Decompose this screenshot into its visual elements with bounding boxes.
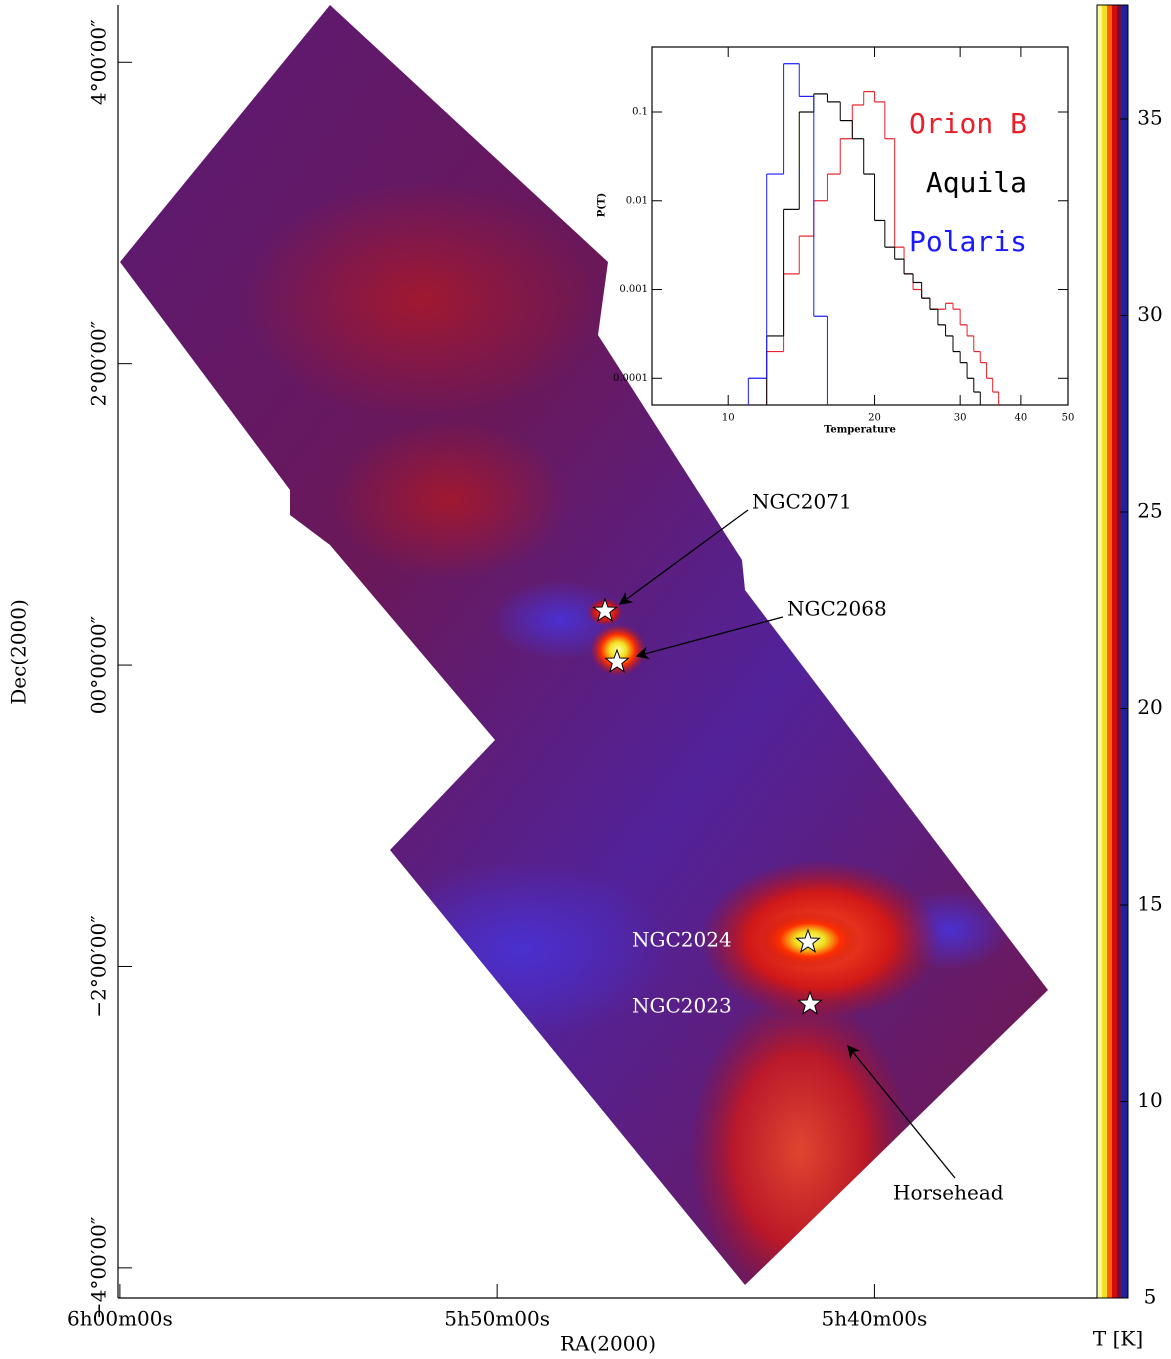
legend-entry: Orion B xyxy=(909,107,1027,140)
y-axis-title: Dec(2000) xyxy=(7,599,31,705)
y-tick-label: −2°00′00″ xyxy=(87,915,111,1017)
y-tick-label: 4°00′00″ xyxy=(87,19,111,105)
y-tick-label: 0.001 xyxy=(619,284,648,295)
x-tick-label: 5h50m00s xyxy=(444,1307,550,1331)
annotation: NGC2023 xyxy=(632,994,732,1018)
x-tick-label: 50 xyxy=(1062,413,1075,424)
colorbar-tick-label: 30 xyxy=(1137,302,1162,326)
arrow xyxy=(618,509,749,605)
x-tick-label: 6h00m00s xyxy=(67,1307,173,1331)
star xyxy=(795,928,821,953)
annotation: NGC2024 xyxy=(632,928,732,952)
arrow xyxy=(635,616,784,660)
x-tick-label: 40 xyxy=(1015,413,1028,424)
y-tick-label: 00°00′00″ xyxy=(87,616,111,714)
y-tick-label: 2°00′00″ xyxy=(87,321,111,407)
x-axis-title: RA(2000) xyxy=(560,1332,656,1356)
star xyxy=(604,648,630,673)
colorbar-tick-label: 20 xyxy=(1137,695,1162,719)
x-tick-label: 10 xyxy=(722,413,735,424)
y-tick-label: −4°00′00″ xyxy=(87,1217,111,1319)
y-tick-label: 0.01 xyxy=(626,195,648,206)
legend-entry: Aquila xyxy=(926,166,1027,199)
star xyxy=(592,597,618,622)
star xyxy=(797,990,823,1015)
x-tick-label: 30 xyxy=(954,413,967,424)
colorbar-tick-label: 5 xyxy=(1144,1285,1157,1309)
stars xyxy=(592,597,823,1015)
annotation: Horsehead xyxy=(893,1181,1004,1205)
colorbar-tick-label: 10 xyxy=(1137,1088,1162,1112)
colorbar xyxy=(1096,4,1129,1299)
x-tick-label: 5h40m00s xyxy=(822,1307,928,1331)
y-axis-title: P(T) xyxy=(597,193,608,217)
colorbar-title: T [K] xyxy=(1093,1327,1143,1351)
x-axis-title: Temperature xyxy=(824,425,896,436)
colorbar-tick-label: 25 xyxy=(1137,498,1162,522)
y-tick-label: 0.0001 xyxy=(613,373,648,384)
colorbar-tick-label: 15 xyxy=(1137,891,1162,915)
inset-histogram: 10 20 30 40 50 0.0001 0.001 0.01 0.1 Temperature P… xyxy=(597,46,1075,436)
colorbar-tick-label: 35 xyxy=(1137,105,1162,129)
x-tick-label: 20 xyxy=(868,413,881,424)
y-tick-label: 0.1 xyxy=(632,107,648,118)
legend-entry: Polaris xyxy=(909,225,1027,258)
inset-frame xyxy=(651,46,1069,406)
arrow xyxy=(847,1044,956,1179)
annotation: NGC2068 xyxy=(787,597,887,621)
annotation: NGC2071 xyxy=(752,490,852,514)
